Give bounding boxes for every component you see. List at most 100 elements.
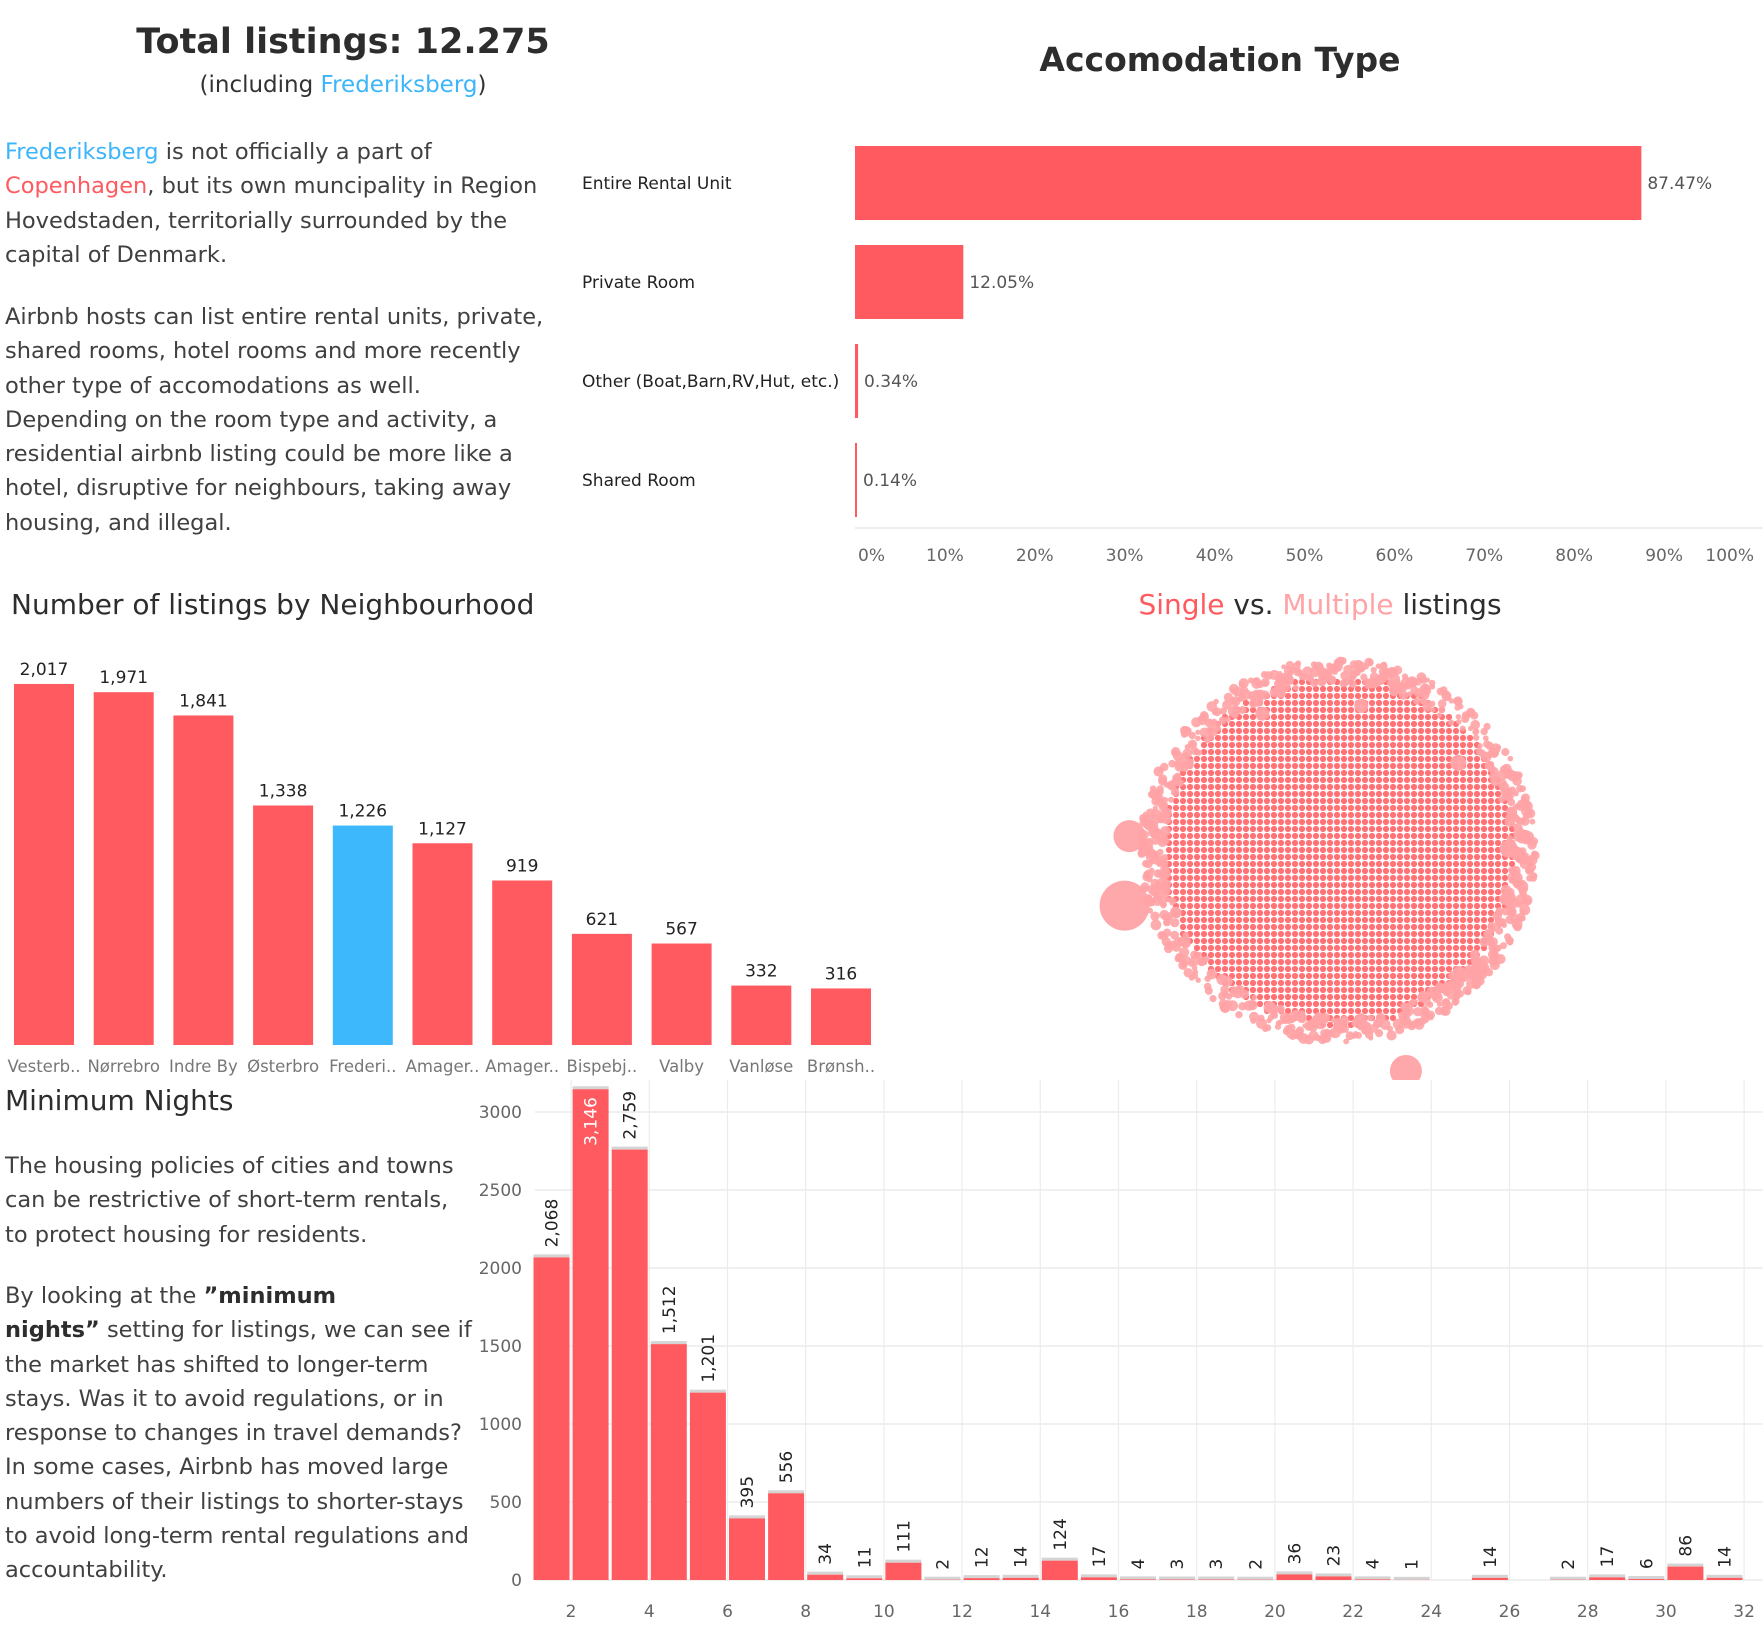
single-listing-bubble: [1305, 853, 1313, 861]
single-listing-bubble: [1312, 790, 1320, 798]
single-listing-bubble: [1270, 839, 1278, 847]
single-listing-bubble: [1354, 930, 1362, 938]
multiple-listing-bubble: [1354, 698, 1369, 713]
single-listing-bubble: [1382, 860, 1390, 868]
single-listing-bubble: [1424, 888, 1432, 896]
single-listing-bubble: [1319, 937, 1327, 945]
single-listing-bubble: [1375, 1000, 1383, 1008]
single-listing-bubble: [1431, 734, 1439, 742]
single-listing-bubble: [1368, 846, 1376, 854]
single-listing-bubble: [1347, 853, 1355, 861]
single-listing-bubble: [1284, 944, 1292, 952]
single-listing-bubble: [1340, 972, 1348, 980]
single-listing-bubble: [1200, 916, 1208, 924]
single-listing-bubble: [1438, 958, 1446, 966]
multiple-listing-bubble: [1195, 735, 1201, 742]
multiple-listing-bubble: [1161, 883, 1171, 893]
bar: [173, 715, 234, 1045]
single-listing-bubble: [1326, 685, 1334, 693]
text-segment: vs.: [1224, 588, 1283, 621]
single-listing-bubble: [1228, 874, 1236, 882]
multiple-listing-bubble: [1421, 683, 1430, 692]
single-listing-bubble: [1242, 839, 1250, 847]
single-listing-bubble: [1361, 825, 1369, 833]
single-listing-bubble: [1375, 874, 1383, 882]
single-listing-bubble: [1291, 902, 1299, 910]
multiple-listing-bubble: [1195, 729, 1201, 735]
multiple-listing-bubble: [1479, 936, 1490, 947]
multiple-listing-bubble: [1252, 677, 1261, 686]
single-listing-bubble: [1445, 741, 1453, 749]
multiple-listing-bubble: [1486, 750, 1494, 759]
single-listing-bubble: [1263, 741, 1271, 749]
single-listing-bubble: [1249, 720, 1257, 728]
single-listing-bubble: [1417, 972, 1425, 980]
single-listing-bubble: [1459, 790, 1467, 798]
single-listing-bubble: [1340, 699, 1348, 707]
bar-cap: [1393, 1576, 1430, 1580]
single-listing-bubble: [1256, 783, 1264, 791]
single-listing-bubble: [1242, 811, 1250, 819]
multiple-listing-bubble: [1260, 671, 1269, 679]
single-listing-bubble: [1368, 881, 1376, 889]
multiple-listing-bubble: [1251, 994, 1257, 1001]
single-listing-bubble: [1340, 853, 1348, 861]
single-listing-bubble: [1179, 811, 1187, 819]
single-listing-bubble: [1326, 832, 1334, 840]
value-label: 919: [506, 856, 538, 876]
single-listing-bubble: [1263, 720, 1271, 728]
multiple-listing-bubble: [1183, 968, 1193, 978]
multiple-listing-bubble: [1511, 918, 1523, 930]
x-tick-label: 90%: [1645, 546, 1683, 566]
single-listing-bubble: [1480, 881, 1488, 889]
single-listing-bubble: [1207, 783, 1215, 791]
single-listing-bubble: [1424, 832, 1432, 840]
single-listing-bubble: [1284, 853, 1292, 861]
single-listing-bubble: [1277, 881, 1285, 889]
single-listing-bubble: [1277, 741, 1285, 749]
single-listing-bubble: [1242, 776, 1250, 784]
single-listing-bubble: [1382, 804, 1390, 812]
multiple-listing-bubble: [1295, 660, 1302, 667]
multiple-listing-bubble: [1221, 990, 1229, 999]
single-listing-bubble: [1480, 811, 1488, 819]
single-listing-bubble: [1228, 937, 1236, 945]
multiple-listing-bubble: [1450, 754, 1467, 771]
text-line: shared rooms, hotel rooms and more recen…: [5, 334, 543, 368]
single-listing-bubble: [1361, 965, 1369, 973]
single-listing-bubble: [1249, 972, 1257, 980]
single-listing-bubble: [1263, 839, 1271, 847]
bar: [1706, 1577, 1743, 1580]
bar: [846, 1578, 883, 1580]
single-listing-bubble: [1382, 881, 1390, 889]
single-listing-bubble: [1452, 832, 1460, 840]
single-listing-bubble: [1459, 923, 1467, 931]
single-listing-bubble: [1263, 853, 1271, 861]
single-listing-bubble: [1361, 937, 1369, 945]
value-label: 1,226: [338, 802, 387, 822]
single-listing-bubble: [1424, 748, 1432, 756]
single-listing-bubble: [1445, 734, 1453, 742]
single-listing-bubble: [1354, 811, 1362, 819]
single-listing-bubble: [1305, 909, 1313, 917]
single-listing-bubble: [1382, 755, 1390, 763]
bar: [768, 1493, 805, 1580]
single-listing-bubble: [1319, 867, 1327, 875]
single-listing-bubble: [1200, 839, 1208, 847]
single-listing-bubble: [1382, 888, 1390, 896]
single-listing-bubble: [1445, 860, 1453, 868]
single-listing-bubble: [1340, 720, 1348, 728]
single-listing-bubble: [1179, 902, 1187, 910]
single-listing-bubble: [1291, 909, 1299, 917]
single-listing-bubble: [1235, 881, 1243, 889]
single-listing-bubble: [1382, 692, 1390, 700]
single-listing-bubble: [1207, 958, 1215, 966]
single-listing-bubble: [1326, 965, 1334, 973]
single-listing-bubble: [1368, 888, 1376, 896]
single-listing-bubble: [1326, 867, 1334, 875]
single-listing-bubble: [1284, 979, 1292, 987]
single-listing-bubble: [1424, 937, 1432, 945]
single-listing-bubble: [1424, 720, 1432, 728]
single-listing-bubble: [1284, 748, 1292, 756]
single-listing-bubble: [1480, 895, 1488, 903]
